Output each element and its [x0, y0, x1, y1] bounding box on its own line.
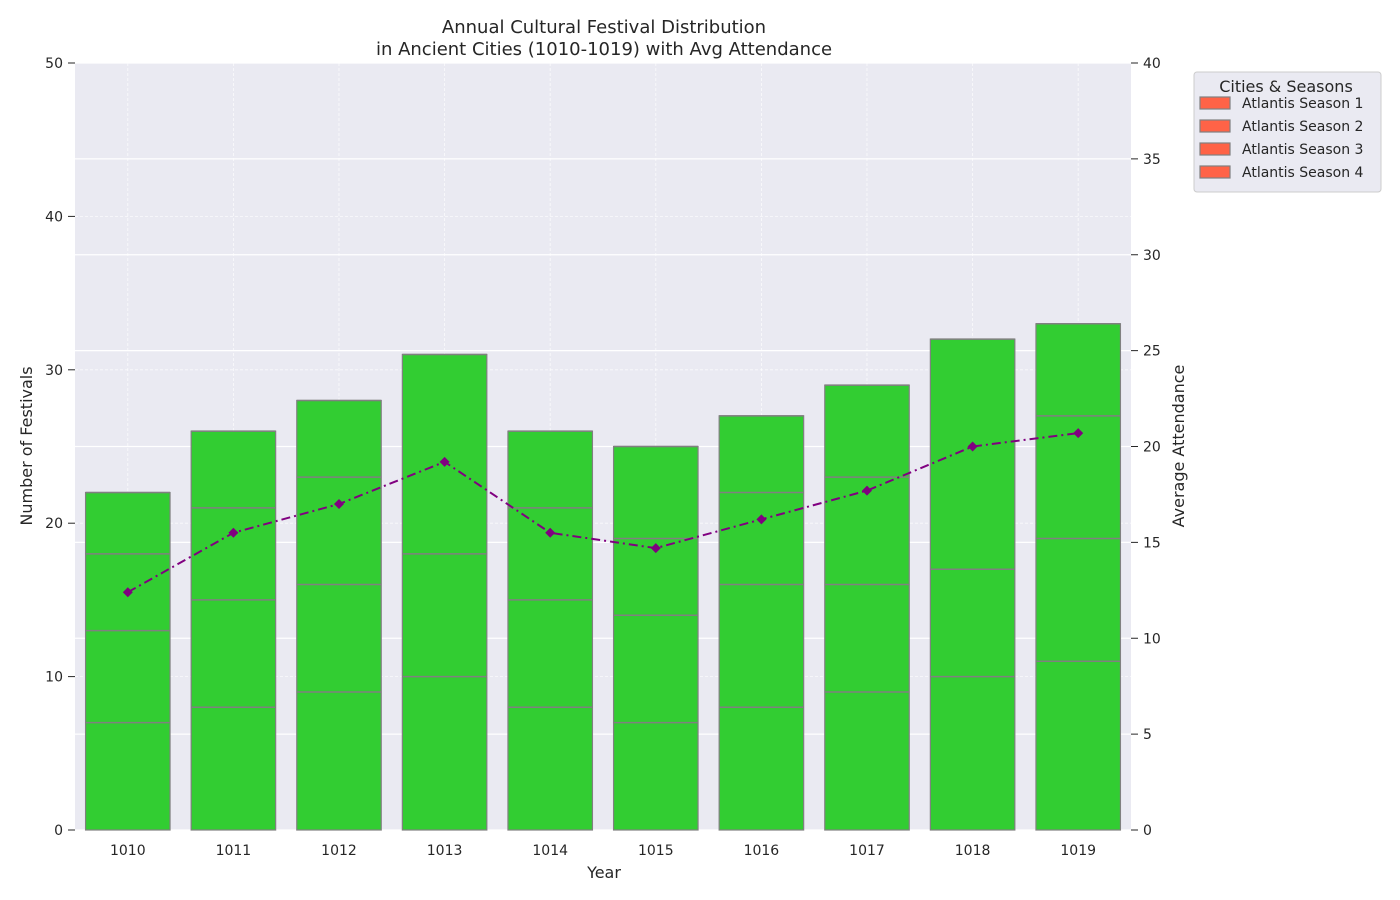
attendance-point	[650, 543, 661, 554]
attendance-point	[967, 441, 978, 452]
y2-axis-label: Average Attendance	[1169, 365, 1188, 528]
bar-stack-1019	[1035, 323, 1122, 831]
attendance-point	[545, 527, 556, 538]
bars-layer	[84, 323, 1122, 831]
legend-swatch	[1199, 96, 1231, 110]
bar-stack-1014	[507, 430, 594, 831]
attendance-point	[228, 527, 239, 538]
y-tick-label: 30	[45, 363, 63, 379]
legend-swatch	[1199, 142, 1231, 156]
x-tick-label: 1019	[1060, 843, 1096, 859]
legend-label: Atlantis Season 1	[1242, 96, 1363, 112]
legend-label: Atlantis Season 2	[1242, 119, 1363, 135]
y2-tick-label: 10	[1143, 631, 1161, 647]
attendance-point	[334, 499, 344, 510]
x-tick-label: 1010	[110, 843, 146, 859]
legend-swatch	[1199, 119, 1231, 133]
y-tick-label: 0	[54, 823, 63, 839]
y2-tick-label: 25	[1143, 344, 1161, 360]
x-tick-label: 1017	[849, 843, 885, 859]
legend-frame	[1193, 71, 1382, 193]
y-axis-label: Number of Festivals	[17, 366, 36, 525]
bar-stack-1011	[190, 430, 277, 831]
attendance-point	[122, 587, 133, 598]
bar-stack-1013	[401, 353, 488, 831]
legend-label: Atlantis Season 4	[1242, 165, 1364, 181]
legend-items: Atlantis Season 1 Atlantis Season 2 Atlant…	[1199, 96, 1364, 181]
y2-tick-label: 30	[1143, 248, 1161, 264]
bar-stack-1015	[612, 445, 699, 831]
y-tick-label: 50	[45, 56, 63, 72]
legend-swatch	[1199, 165, 1231, 179]
y2-tick-label: 15	[1143, 535, 1161, 551]
bar-stack-1017	[824, 384, 910, 831]
bar-stack-1012	[296, 399, 382, 831]
x-tick-label: 1016	[744, 843, 780, 859]
x-tick-label: 1014	[532, 843, 568, 859]
chart-title-line-1: Annual Cultural Festival Distribution	[442, 17, 766, 38]
bar-stack-1010	[84, 491, 171, 831]
bar-stack-1016	[718, 415, 805, 831]
y2-tick-label: 5	[1143, 727, 1152, 743]
x-tick-label: 1018	[955, 843, 991, 859]
y2-tick-label: 20	[1143, 440, 1161, 456]
x-tick-label: 1015	[638, 843, 674, 859]
x-axis-label: Year	[586, 863, 621, 882]
legend-label: Atlantis Season 3	[1242, 142, 1363, 158]
attendance-line	[127, 432, 1079, 594]
attendance-point	[439, 456, 450, 467]
y-tick-label: 20	[45, 516, 63, 532]
x-tick-label: 1013	[427, 843, 463, 859]
bar-stack-1018	[929, 338, 1016, 831]
legend-title: Cities & Seasons	[1219, 77, 1353, 96]
y2-tick-label: 0	[1143, 823, 1152, 839]
legend: Cities & Seasons Atlantis Season 1Atlant…	[1193, 71, 1382, 193]
y-tick-label: 10	[45, 670, 63, 686]
y2-tick-label: 35	[1143, 152, 1161, 168]
x-tick-label: 1011	[216, 843, 252, 859]
attendance-point	[756, 514, 767, 525]
attendance-point	[1073, 428, 1084, 439]
attendance-point	[862, 485, 872, 496]
x-tick-label: 1012	[321, 843, 357, 859]
line-layer	[122, 428, 1084, 598]
chart-title-line-2: in Ancient Cities (1010-1019) with Avg A…	[376, 39, 832, 60]
y-tick-label: 40	[45, 209, 63, 225]
y2-tick-label: 40	[1143, 56, 1161, 72]
